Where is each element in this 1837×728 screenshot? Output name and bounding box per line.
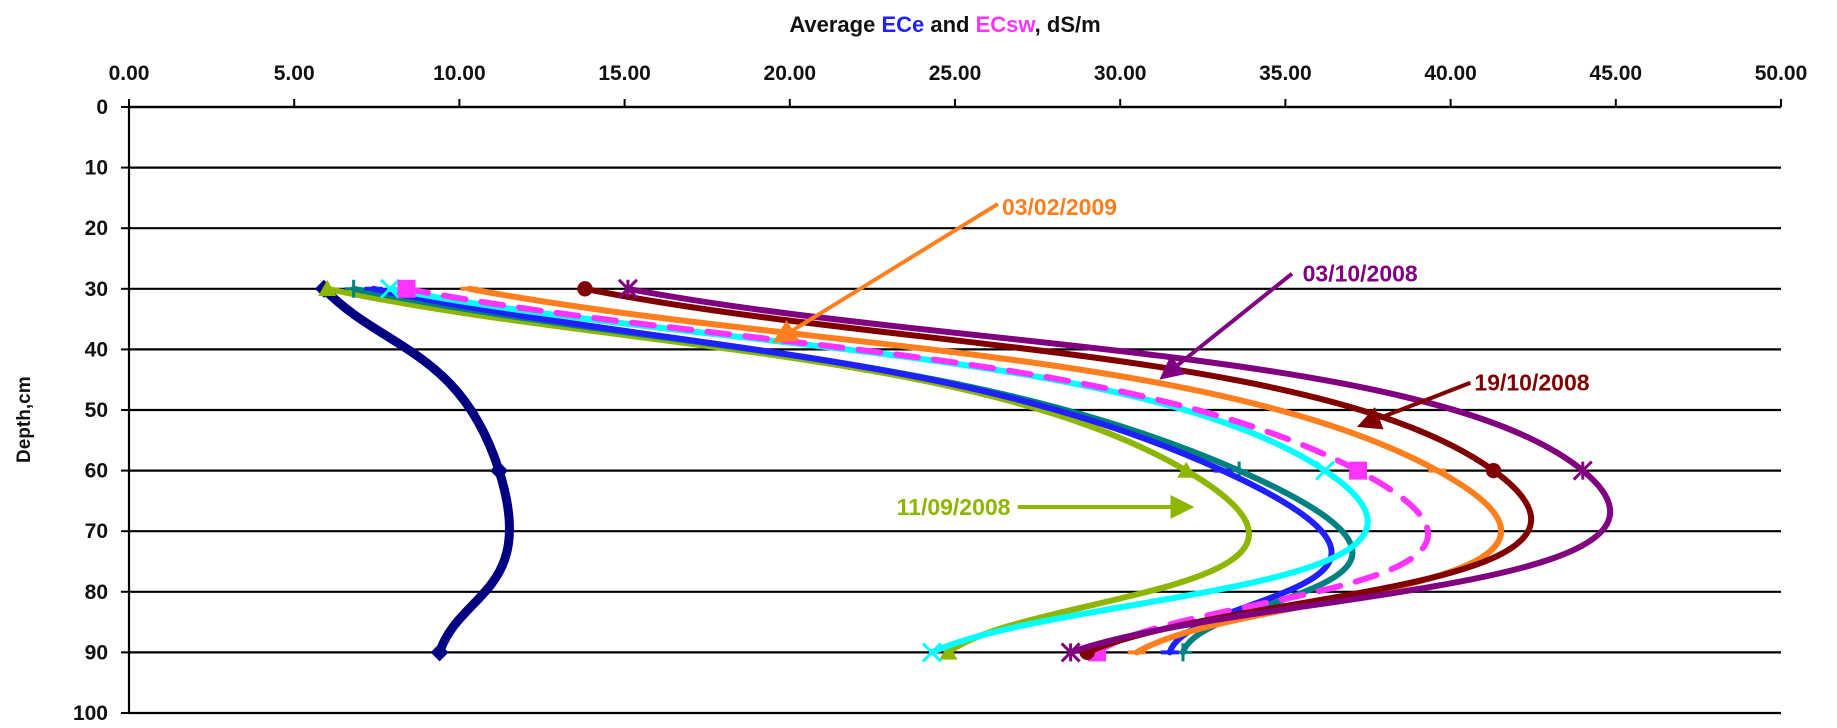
y-axis-label: Depth,cm: [14, 376, 35, 463]
marker-star: [1572, 460, 1593, 481]
chart-title-part: ECsw: [976, 12, 1037, 37]
y-tick-label: 40: [85, 338, 108, 361]
annotation-3: 11/09/2008: [897, 494, 1195, 520]
series-8: [617, 278, 1614, 663]
marker-x: [921, 642, 942, 663]
marker-triangle: [318, 279, 337, 296]
chart-title-part: ECe: [881, 12, 924, 37]
x-tick-label: 5.00: [274, 62, 315, 85]
x-tick-label: 45.00: [1590, 62, 1643, 85]
x-tick-label: 35.00: [1259, 62, 1312, 85]
marker-triangle: [1177, 461, 1196, 478]
series-line: [403, 285, 1431, 656]
series-line: [387, 285, 1371, 656]
annotation-label: 03/10/2008: [1303, 261, 1418, 287]
x-tick-label: 25.00: [929, 62, 982, 85]
y-tick-label: 10: [85, 157, 108, 180]
y-tick-label: 50: [85, 399, 108, 422]
marker-circle: [1485, 462, 1502, 479]
series-0: [314, 279, 515, 662]
x-tick-label: 40.00: [1424, 62, 1477, 85]
series-4: [379, 278, 1371, 663]
series-line: [324, 285, 1252, 656]
y-tick-label: 60: [85, 460, 108, 483]
marker-star: [1060, 642, 1081, 663]
chart-title-part: and: [924, 12, 975, 37]
marker-diamond: [490, 461, 509, 480]
annotation-arrow: [1356, 380, 1472, 430]
marker-plus: [344, 279, 363, 298]
chart-title-part: Average: [789, 12, 881, 37]
marker-x: [379, 278, 401, 299]
marker-diamond: [430, 643, 449, 662]
marker-triangle: [939, 643, 958, 660]
x-tick-label: 20.00: [764, 62, 817, 85]
annotation-1: 03/10/2008: [1159, 261, 1418, 380]
series-1: [318, 279, 1252, 660]
x-tick-label: 30.00: [1094, 62, 1147, 85]
x-tick-label: 10.00: [433, 62, 486, 85]
marker-circle: [577, 281, 593, 297]
chart-title-part: , dS/m: [1035, 12, 1101, 37]
annotation-arrow: [772, 202, 1000, 343]
annotation-label: 19/10/2008: [1474, 370, 1589, 396]
y-tick-label: 90: [85, 641, 108, 664]
y-tick-label: 100: [73, 702, 108, 723]
y-tick-label: 80: [85, 581, 108, 604]
x-tick-label: 0.00: [109, 62, 150, 85]
y-tick-label: 20: [85, 217, 108, 240]
marker-square: [397, 279, 416, 298]
marker-square: [1349, 461, 1368, 480]
annotation-0: 03/02/2009: [772, 194, 1117, 343]
y-tick-label: 70: [85, 520, 108, 543]
chart-title: Average ECe and ECsw, dS/m: [789, 12, 1100, 37]
x-tick-label: 15.00: [598, 62, 651, 85]
marker-x: [1314, 460, 1336, 481]
marker-star: [617, 278, 638, 299]
y-tick-label: 30: [85, 278, 108, 301]
annotation-label: 03/02/2009: [1002, 194, 1117, 220]
annotation-2: 19/10/2008: [1356, 370, 1590, 430]
x-tick-label: 50.00: [1755, 62, 1808, 85]
y-tick-label: 0: [96, 96, 108, 119]
annotation-label: 11/09/2008: [897, 494, 1011, 520]
annotation-arrow: [1159, 272, 1294, 380]
